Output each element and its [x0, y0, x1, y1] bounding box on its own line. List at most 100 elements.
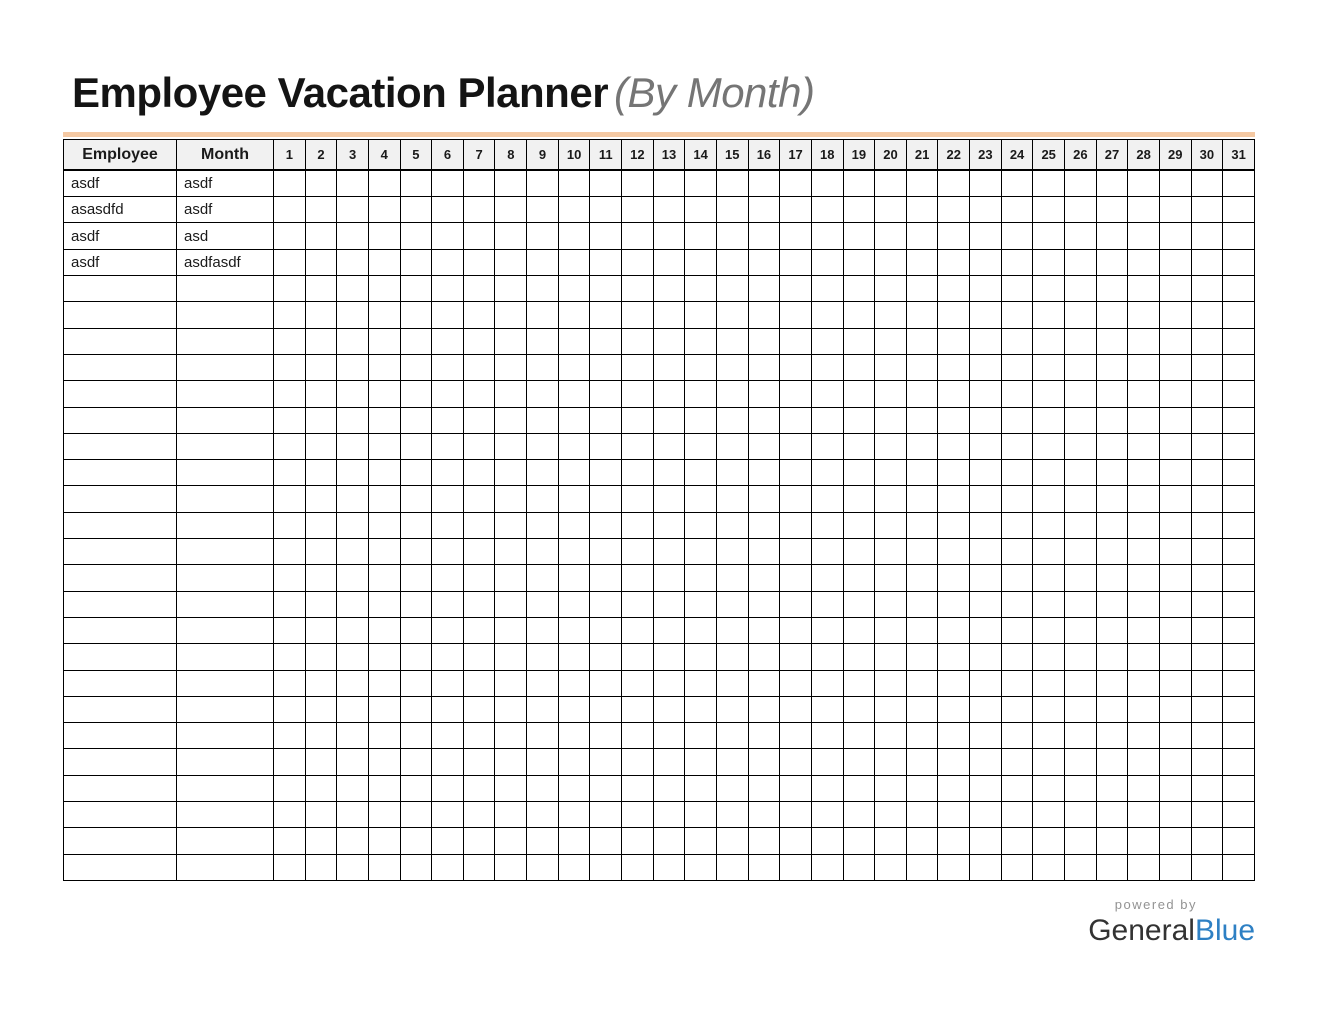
day-cell[interactable] [684, 616, 717, 645]
day-cell[interactable] [589, 380, 623, 408]
day-cell[interactable] [273, 669, 306, 697]
day-cell[interactable] [494, 827, 528, 855]
day-cell[interactable] [399, 380, 433, 408]
day-cell[interactable] [462, 169, 496, 198]
day-cell[interactable] [715, 801, 749, 829]
day-cell[interactable] [1000, 669, 1034, 697]
day-cell[interactable] [273, 275, 306, 303]
day-cell[interactable] [905, 485, 939, 513]
day-cell[interactable] [431, 248, 464, 277]
day-cell[interactable] [462, 669, 496, 697]
day-cell[interactable] [1222, 222, 1255, 250]
day-cell[interactable] [431, 801, 464, 829]
day-cell[interactable] [1032, 722, 1066, 750]
day-cell[interactable] [526, 722, 559, 750]
day-cell[interactable] [494, 590, 528, 618]
day-cell[interactable] [684, 169, 717, 198]
day-cell[interactable] [557, 564, 591, 592]
day-cell[interactable] [684, 406, 717, 434]
day-cell[interactable] [589, 327, 623, 355]
day-cell[interactable] [779, 353, 812, 382]
day-cell[interactable] [273, 222, 306, 250]
day-cell[interactable] [1032, 669, 1066, 697]
day-cell[interactable] [462, 485, 496, 513]
day-cell[interactable] [1032, 380, 1066, 408]
day-cell[interactable] [652, 432, 686, 461]
day-cell[interactable] [273, 616, 306, 645]
day-cell[interactable] [621, 853, 654, 881]
day-cell[interactable] [621, 643, 654, 671]
day-cell[interactable] [1095, 432, 1129, 461]
day-cell[interactable] [367, 327, 401, 355]
day-cell[interactable] [937, 748, 971, 776]
day-cell[interactable] [747, 722, 781, 750]
day-cell[interactable] [810, 196, 844, 224]
day-cell[interactable] [462, 222, 496, 250]
day-cell[interactable] [810, 432, 844, 461]
day-cell[interactable] [810, 564, 844, 592]
day-cell[interactable] [874, 669, 907, 697]
day-cell[interactable] [1127, 275, 1160, 303]
day-cell[interactable] [874, 695, 907, 724]
day-cell[interactable] [905, 722, 939, 750]
day-cell[interactable] [431, 353, 464, 382]
day-cell[interactable] [399, 196, 433, 224]
employee-cell[interactable] [63, 616, 177, 645]
day-cell[interactable] [652, 301, 686, 329]
day-cell[interactable] [874, 222, 907, 250]
day-cell[interactable] [1000, 301, 1034, 329]
day-cell[interactable] [494, 169, 528, 198]
day-cell[interactable] [621, 353, 654, 382]
day-cell[interactable] [969, 801, 1002, 829]
day-cell[interactable] [621, 564, 654, 592]
day-cell[interactable] [336, 616, 369, 645]
day-cell[interactable] [1095, 564, 1129, 592]
day-cell[interactable] [273, 564, 306, 592]
day-cell[interactable] [1158, 564, 1192, 592]
day-cell[interactable] [652, 459, 686, 487]
day-cell[interactable] [1127, 616, 1160, 645]
day-cell[interactable] [684, 827, 717, 855]
day-cell[interactable] [1158, 353, 1192, 382]
month-cell[interactable] [176, 327, 274, 355]
day-cell[interactable] [969, 695, 1002, 724]
day-cell[interactable] [969, 643, 1002, 671]
day-cell[interactable] [1158, 590, 1192, 618]
day-cell[interactable] [810, 853, 844, 881]
day-cell[interactable] [842, 169, 876, 198]
month-cell[interactable] [176, 722, 274, 750]
day-cell[interactable] [494, 801, 528, 829]
day-cell[interactable] [336, 380, 369, 408]
day-cell[interactable] [589, 643, 623, 671]
day-cell[interactable] [273, 301, 306, 329]
day-cell[interactable] [684, 196, 717, 224]
day-cell[interactable] [905, 353, 939, 382]
day-cell[interactable] [621, 616, 654, 645]
day-cell[interactable] [874, 459, 907, 487]
day-cell[interactable] [1064, 538, 1097, 566]
day-cell[interactable] [779, 222, 812, 250]
day-cell[interactable] [336, 169, 369, 198]
day-cell[interactable] [747, 459, 781, 487]
day-cell[interactable] [905, 380, 939, 408]
day-cell[interactable] [842, 695, 876, 724]
day-cell[interactable] [1158, 275, 1192, 303]
day-cell[interactable] [747, 169, 781, 198]
day-cell[interactable] [526, 406, 559, 434]
day-cell[interactable] [715, 169, 749, 198]
day-cell[interactable] [1032, 774, 1066, 803]
day-cell[interactable] [905, 643, 939, 671]
employee-cell[interactable] [63, 853, 177, 881]
day-cell[interactable] [937, 801, 971, 829]
day-cell[interactable] [431, 774, 464, 803]
employee-cell[interactable] [63, 643, 177, 671]
day-cell[interactable] [1127, 248, 1160, 277]
employee-cell[interactable] [63, 722, 177, 750]
day-cell[interactable] [652, 827, 686, 855]
day-cell[interactable] [1000, 169, 1034, 198]
day-cell[interactable] [905, 695, 939, 724]
day-cell[interactable] [715, 511, 749, 540]
day-cell[interactable] [304, 722, 338, 750]
day-cell[interactable] [747, 590, 781, 618]
day-cell[interactable] [1222, 196, 1255, 224]
